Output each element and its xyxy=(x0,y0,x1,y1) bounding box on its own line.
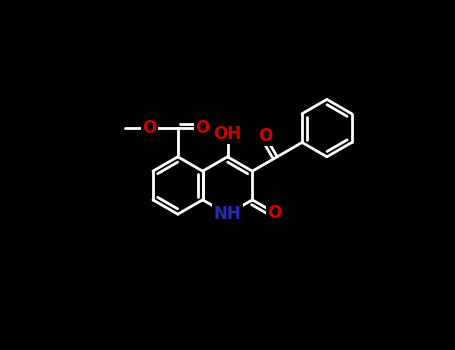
Text: O: O xyxy=(268,204,282,222)
Text: NH: NH xyxy=(214,205,241,223)
Text: OH: OH xyxy=(213,125,242,143)
Text: O: O xyxy=(258,127,272,145)
Text: O: O xyxy=(195,119,209,137)
Text: O: O xyxy=(142,119,156,137)
